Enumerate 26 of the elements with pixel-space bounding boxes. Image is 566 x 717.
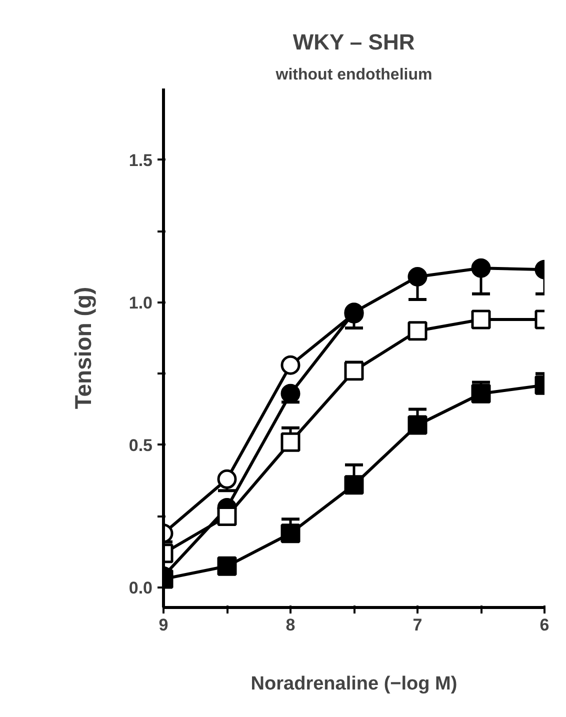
point <box>471 310 491 330</box>
point <box>217 556 237 576</box>
x-tick-label: 9 <box>158 616 168 634</box>
point <box>471 384 491 404</box>
x-tick-label: 6 <box>540 616 550 634</box>
y-tick-label: 1.0 <box>128 293 153 312</box>
point <box>280 524 300 544</box>
x-tick-label: 7 <box>412 616 422 634</box>
chart-subtitle: without endothelium <box>274 66 432 84</box>
point <box>217 506 237 526</box>
point <box>217 469 237 489</box>
point <box>280 432 300 452</box>
point <box>471 258 491 278</box>
point <box>408 321 428 341</box>
point <box>408 266 428 286</box>
y-tick-label: 0.5 <box>128 436 153 455</box>
chart-title: WKY – SHR <box>292 30 415 54</box>
point <box>344 361 364 381</box>
point <box>344 475 364 495</box>
y-tick-label: 0.0 <box>128 578 153 598</box>
point <box>408 415 428 435</box>
x-axis-title: Noradrenaline (−log M) <box>250 674 458 694</box>
y-tick-label: 1.5 <box>128 150 153 170</box>
y-axis-title: Tension (g) <box>70 286 96 410</box>
point <box>280 355 300 375</box>
x-tick-label: 8 <box>286 616 296 634</box>
